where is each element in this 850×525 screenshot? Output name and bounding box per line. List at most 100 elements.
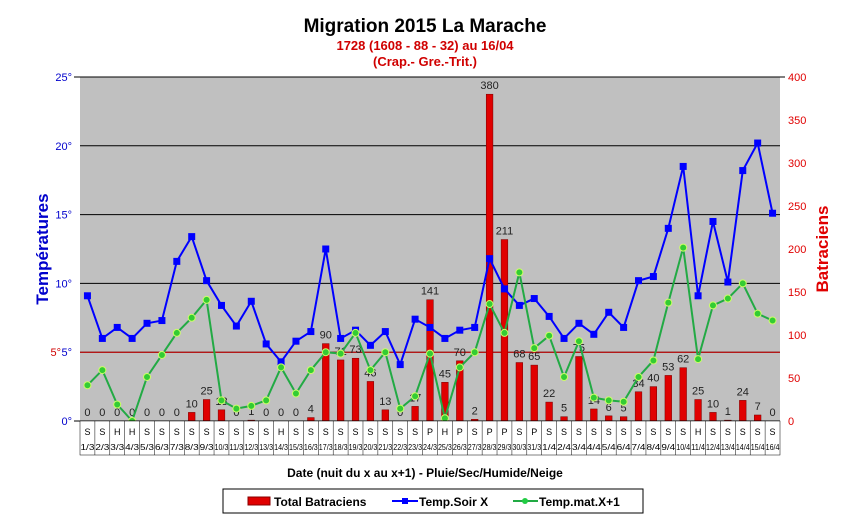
legend-label-mat: Temp.mat.X+1 <box>539 495 620 509</box>
x-weather-label: S <box>308 427 314 437</box>
x-tick-label: 19/3 <box>349 443 363 452</box>
x-weather-label: S <box>293 427 299 437</box>
bar <box>605 415 613 422</box>
x-weather-label: S <box>233 427 239 437</box>
bar-data-label: 13 <box>379 396 391 408</box>
x-weather-label: S <box>606 427 612 437</box>
bar-data-label: 0 <box>397 407 403 419</box>
bar-data-label: 1 <box>248 406 254 418</box>
temp-soir-point <box>113 323 121 331</box>
temp-soir-point <box>396 361 404 369</box>
temp-soir-point <box>649 273 657 281</box>
temp-mat-point <box>530 344 539 353</box>
temp-mat-point <box>723 294 732 303</box>
x-weather-label: H <box>114 427 121 437</box>
bar-data-label: 0 <box>144 407 150 419</box>
x-tick-label: 26/3 <box>453 443 467 452</box>
y-axis-left-label: Températures <box>33 193 52 304</box>
bar <box>739 400 747 422</box>
bar <box>590 408 598 422</box>
temp-mat-point <box>515 268 524 277</box>
temp-mat-point <box>545 331 554 340</box>
x-weather-label: S <box>546 427 552 437</box>
x-weather-label: H <box>442 427 449 437</box>
temp-soir-point <box>173 257 181 265</box>
bar-data-label: 4 <box>308 404 314 416</box>
legend-label-soir: Temp.Soir X <box>419 495 488 509</box>
x-weather-label: S <box>561 427 567 437</box>
x-tick-label: 13/3 <box>259 443 273 452</box>
temp-mat-point <box>321 348 330 357</box>
x-weather-label: S <box>263 427 269 437</box>
x-tick-label: 16/3 <box>304 443 318 452</box>
temp-mat-point <box>560 372 569 381</box>
x-tick-label: 23/3 <box>408 443 422 452</box>
bar-data-label: 0 <box>99 407 105 419</box>
bar <box>307 417 315 422</box>
x-tick-label: 8/4 <box>646 443 661 452</box>
x-tick-label: 28/3 <box>483 443 497 452</box>
x-weather-label: S <box>576 427 582 437</box>
bar-data-label: 22 <box>543 388 555 400</box>
bar-data-label: 0 <box>129 407 135 419</box>
temp-soir-point <box>292 337 300 345</box>
temp-mat-point <box>172 328 181 337</box>
bar-data-label: 0 <box>769 407 775 419</box>
temp-mat-point <box>83 381 92 390</box>
x-tick-label: 30/3 <box>512 443 526 452</box>
bar-data-label: 45 <box>439 368 451 380</box>
x-tick-label: 13/4 <box>721 443 735 452</box>
bar-data-label: 0 <box>263 407 269 419</box>
x-tick-label: 11/4 <box>691 443 705 452</box>
bar <box>351 357 360 422</box>
temp-mat-point <box>113 400 122 409</box>
x-weather-label: S <box>397 427 403 437</box>
bar-data-label: 10 <box>186 398 198 410</box>
y-tick-left: 0° <box>61 416 72 428</box>
temp-mat-point <box>336 349 345 358</box>
temp-mat-point <box>232 404 241 413</box>
x-weather-label: S <box>472 427 478 437</box>
y-tick-right: 350 <box>788 115 806 127</box>
bar <box>366 381 375 422</box>
temp-soir-point <box>98 334 106 342</box>
y-tick-left: 10° <box>55 278 72 290</box>
bar <box>575 356 583 422</box>
x-weather-label: S <box>218 427 224 437</box>
x-tick-label: 7/3 <box>170 443 185 452</box>
bar-data-label: 6 <box>606 402 612 414</box>
bar-data-label: 70 <box>454 347 466 359</box>
temp-soir-point <box>545 312 553 320</box>
x-weather-label: S <box>665 427 671 437</box>
bar-data-label: 0 <box>159 407 165 419</box>
x-weather-label: S <box>516 427 522 437</box>
x-tick-label: 2/4 <box>557 443 572 452</box>
x-weather-label: P <box>487 427 493 437</box>
x-weather-label: P <box>457 427 463 437</box>
x-tick-label: 18/3 <box>334 443 348 452</box>
x-weather-label: S <box>636 427 642 437</box>
temp-mat-point <box>143 372 152 381</box>
bar <box>560 416 568 422</box>
bar-data-label: 0 <box>293 407 299 419</box>
x-weather-label: S <box>353 427 359 437</box>
x-tick-label: 15/4 <box>751 443 765 452</box>
x-tick-label: 17/3 <box>319 443 333 452</box>
temp-mat-point <box>634 372 643 381</box>
bar <box>545 401 553 422</box>
x-tick-label: 1/3 <box>81 443 96 452</box>
x-axis-label: Date (nuit du x au x+1) - Pluie/Sec/Humi… <box>287 466 563 480</box>
x-weather-label: S <box>338 427 344 437</box>
x-tick-label: 6/3 <box>155 443 170 452</box>
x-tick-label: 16/4 <box>766 443 780 452</box>
x-tick-label: 3/4 <box>572 443 587 452</box>
temp-mat-point <box>694 355 703 364</box>
temp-soir-point <box>232 322 240 330</box>
temp-soir-point <box>500 285 508 293</box>
temp-soir-point <box>515 301 523 309</box>
x-weather-label: H <box>278 427 285 437</box>
bar <box>381 409 389 422</box>
x-weather-label: S <box>710 427 716 437</box>
temp-soir-point <box>247 297 255 305</box>
temp-mat-point <box>98 366 107 375</box>
